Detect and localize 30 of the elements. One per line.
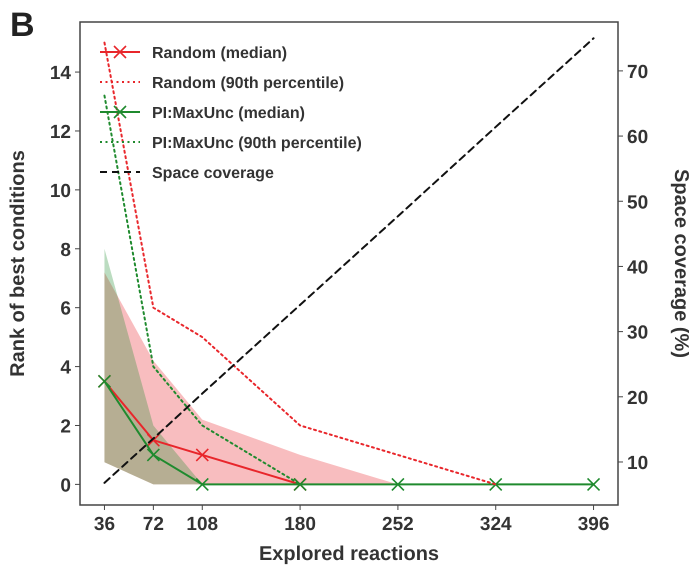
y2-tick-label: 30 bbox=[627, 322, 648, 344]
x-tick-label: 180 bbox=[284, 514, 316, 535]
x-tick-label: 36 bbox=[94, 514, 116, 535]
x-tick-label: 252 bbox=[382, 514, 414, 535]
legend-label: Random (median) bbox=[152, 45, 288, 62]
y2-tick-label: 70 bbox=[627, 62, 648, 83]
y-tick-label: 0 bbox=[60, 475, 71, 496]
legend-label: PI:MaxUnc (90th percentile) bbox=[152, 135, 362, 152]
y-tick-label: 2 bbox=[60, 416, 71, 438]
x-tick-label: 108 bbox=[186, 514, 218, 535]
y2-tick-label: 50 bbox=[627, 192, 648, 214]
x-tick-label: 72 bbox=[142, 514, 164, 535]
y-tick-label: 4 bbox=[60, 358, 72, 379]
y-axis-title: Rank of best conditions bbox=[7, 150, 29, 377]
legend-label: PI:MaxUnc (median) bbox=[152, 105, 305, 122]
y-tick-label: 10 bbox=[50, 180, 71, 202]
y-tick-label: 14 bbox=[50, 63, 72, 84]
x-tick-label: 396 bbox=[578, 514, 610, 535]
chart-title: B bbox=[10, 6, 35, 44]
x-tick-label: 324 bbox=[480, 514, 512, 535]
legend-label: Random (90th percentile) bbox=[152, 75, 344, 92]
y-tick-label: 12 bbox=[50, 122, 71, 143]
y-tick-label: 6 bbox=[60, 298, 71, 320]
legend-label: Space coverage bbox=[152, 165, 274, 182]
x-axis-title: Explored reactions bbox=[258, 543, 440, 565]
y-tick-label: 8 bbox=[60, 240, 71, 261]
y2-tick-label: 20 bbox=[627, 388, 648, 409]
y2-tick-label: 40 bbox=[627, 257, 648, 278]
y2-tick-label: 10 bbox=[627, 452, 648, 474]
y2-tick-label: 60 bbox=[627, 127, 648, 148]
